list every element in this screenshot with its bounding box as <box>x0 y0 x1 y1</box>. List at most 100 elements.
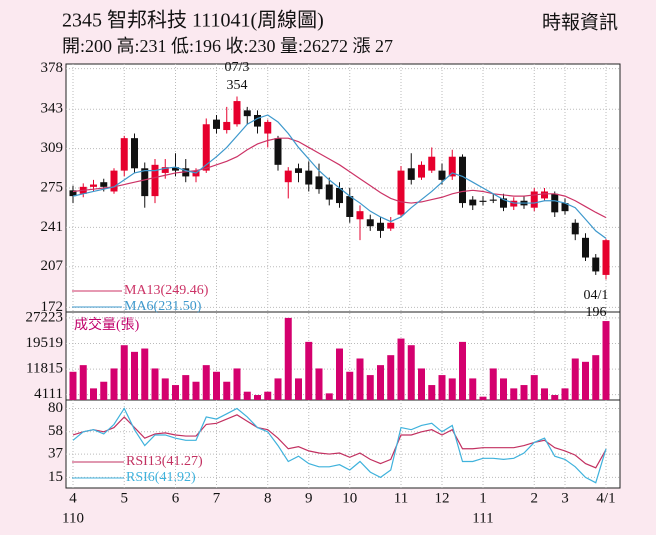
y-tick-label: 58 <box>48 423 63 439</box>
candle-body <box>387 222 395 229</box>
candle-body <box>582 237 589 258</box>
y-tick-label: 241 <box>41 219 64 235</box>
legend-label: MA13(249.46) <box>124 283 209 298</box>
chart-title: 2345 智邦科技 111041(周線圖) <box>62 9 324 32</box>
volume-bar <box>110 368 118 400</box>
volume-bar <box>213 371 220 400</box>
candle-body <box>448 156 456 177</box>
candle-body <box>479 200 487 202</box>
candle-body <box>131 138 138 169</box>
volume-bar <box>315 368 323 400</box>
line <box>72 414 607 469</box>
volume-bar <box>243 391 251 400</box>
candle-body <box>315 176 323 190</box>
volume-bar <box>100 381 108 400</box>
volume-bar <box>571 358 579 400</box>
volume-bar <box>366 375 374 400</box>
candle-body <box>172 167 179 171</box>
candle-body <box>295 168 302 173</box>
line <box>72 407 607 484</box>
x-tick-label: 5 <box>121 490 129 506</box>
candle-body <box>602 240 610 275</box>
candle-body <box>151 164 159 197</box>
x-tick-label: 6 <box>172 490 180 506</box>
candle-body <box>325 184 333 200</box>
line <box>72 137 607 219</box>
candle-body <box>469 199 477 206</box>
volume-bar <box>284 317 292 400</box>
candle-body <box>592 257 600 272</box>
y-tick-label: 4111 <box>34 386 63 402</box>
y-tick-label: 172 <box>41 299 64 315</box>
candle-body <box>438 170 446 180</box>
candle-body <box>90 184 97 187</box>
candle-body <box>346 196 354 217</box>
volume-bar <box>141 348 149 400</box>
y-tick-label: 343 <box>41 101 64 117</box>
candle-body <box>141 168 149 197</box>
y-tick-label: 207 <box>41 258 64 274</box>
x-tick-label: 10 <box>342 490 357 506</box>
candle-body <box>305 170 313 185</box>
volume-bar <box>161 378 169 400</box>
y-tick-label: 378 <box>41 60 64 76</box>
x-tick-label: 4/1 <box>596 490 615 506</box>
candle-body <box>161 167 169 173</box>
candle-body <box>69 190 77 197</box>
volume-bar <box>602 321 610 400</box>
x-tick-label: 8 <box>264 490 272 506</box>
y-tick-label: 15 <box>48 469 63 485</box>
volume-bar <box>69 371 77 400</box>
plot-frame <box>65 63 621 489</box>
x-tick-label: 11 <box>394 490 408 506</box>
candle-body <box>366 219 374 227</box>
volume-bar <box>182 375 190 400</box>
candle-body <box>428 156 436 171</box>
y-tick-label: 27223 <box>26 309 64 325</box>
volume-bar <box>510 388 518 400</box>
x-tick-label: 12 <box>435 490 450 506</box>
volume-bar <box>500 378 507 400</box>
y-tick-label: 37 <box>48 446 64 462</box>
candle-body <box>213 119 220 129</box>
candle-body <box>100 182 108 187</box>
volume-bar <box>520 385 528 400</box>
volume-bar <box>397 338 405 400</box>
legend-label: MA6(231.50) <box>124 299 202 314</box>
x-sublabel: 110 <box>62 510 84 526</box>
volume-label: 成交量(張) <box>74 316 140 333</box>
annotation: 04/1 <box>584 288 609 303</box>
volume-bar <box>561 388 569 400</box>
candle-body <box>489 199 497 201</box>
candle-body <box>530 191 538 208</box>
y-tick-label: 11815 <box>26 361 63 377</box>
volume-bar <box>489 368 497 400</box>
volume-bar <box>582 361 589 400</box>
candle-body <box>459 156 466 204</box>
candle-body <box>397 170 405 215</box>
y-tick-label: 19519 <box>26 335 64 351</box>
volume-bar <box>469 378 477 400</box>
volume-bar <box>530 375 538 400</box>
y-tick-label: 309 <box>41 140 64 156</box>
volume-bar <box>254 395 261 400</box>
volume-bar <box>223 381 231 400</box>
candle-body <box>571 222 579 235</box>
volume-bar <box>551 395 559 400</box>
volume-bar <box>438 375 446 400</box>
candle-body <box>336 188 343 204</box>
volume-bar <box>592 355 600 400</box>
x-tick-label: 1 <box>479 490 487 506</box>
candle-body <box>377 222 384 231</box>
volume-bar <box>479 396 487 400</box>
volume-bar <box>274 378 282 400</box>
volume-bar <box>131 351 138 400</box>
volume-bar <box>387 355 395 400</box>
volume-bar <box>79 365 87 400</box>
annotation: 07/3 <box>225 60 250 75</box>
legend-label: RSI13(41.27) <box>126 454 203 469</box>
candle-body <box>541 191 548 199</box>
volume-bar <box>346 371 354 400</box>
y-tick-label: 80 <box>48 400 63 416</box>
